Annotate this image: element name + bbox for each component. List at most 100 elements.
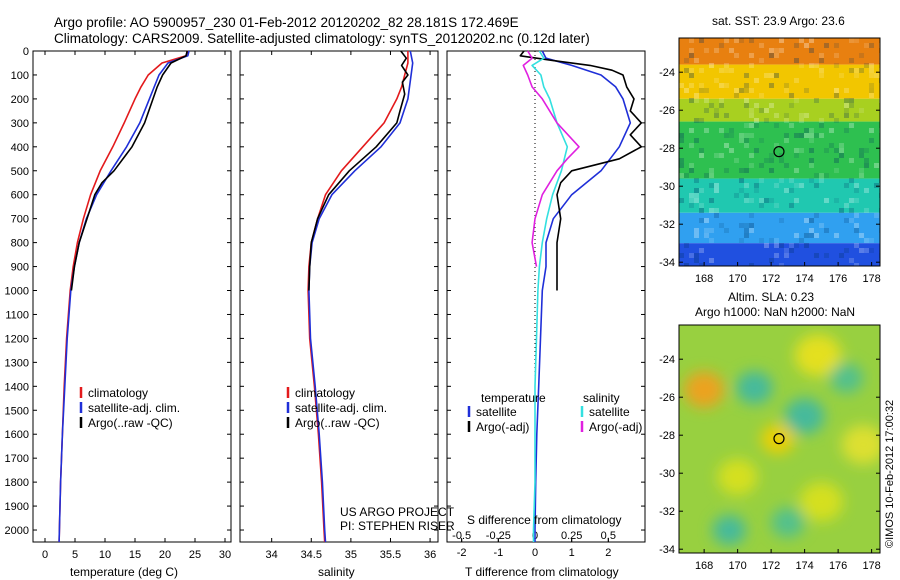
legend-entry: Argo(-adj) [589, 420, 642, 434]
sst-texture [854, 38, 859, 43]
sst-texture [719, 83, 724, 88]
y-tick-label: 300 [11, 118, 29, 130]
sst-texture [849, 178, 854, 183]
map-y-tick-label: -28 [659, 430, 675, 442]
series-line [308, 50, 409, 291]
sst-texture [679, 253, 684, 258]
y-tick-label: 600 [11, 190, 29, 202]
y-tick-label: 1200 [5, 333, 29, 345]
sst-texture [859, 173, 864, 178]
y-tick-label: 1900 [5, 501, 29, 513]
sst-texture [699, 38, 704, 43]
sst-texture [854, 73, 859, 78]
sst-texture [874, 213, 879, 218]
sst-texture [689, 48, 694, 53]
sst-texture [864, 63, 869, 68]
sst-texture [814, 173, 819, 178]
sst-texture [769, 158, 774, 163]
sst-texture [799, 113, 804, 118]
sla-blob [799, 482, 844, 522]
sst-texture [769, 73, 774, 78]
sst-texture [774, 53, 779, 58]
sst-texture [764, 108, 769, 113]
sst-texture [789, 178, 794, 183]
sst-texture [819, 173, 824, 178]
sst-texture [794, 243, 799, 248]
x-tick-label: 1 [569, 547, 575, 559]
y-tick-label: 700 [11, 214, 29, 226]
sst-texture [744, 133, 749, 138]
map-y-tick-label: -26 [659, 105, 675, 117]
sla-blob [794, 334, 842, 377]
sst-texture [799, 63, 804, 68]
sst-texture [754, 103, 759, 108]
sst-texture [774, 113, 779, 118]
sst-texture [804, 113, 809, 118]
sst-texture [849, 58, 854, 63]
sst-texture [704, 128, 709, 133]
y-tick-label: 500 [11, 166, 29, 178]
sst-band [679, 64, 880, 99]
sst-texture [694, 193, 699, 198]
sst-texture [814, 253, 819, 258]
sst-texture [689, 53, 694, 58]
sst-texture [844, 98, 849, 103]
sst-texture [789, 243, 794, 248]
sst-texture [759, 43, 764, 48]
sst-texture [849, 123, 854, 128]
sst-texture [709, 63, 714, 68]
map-field [679, 325, 880, 553]
sst-texture [809, 163, 814, 168]
sst-texture [839, 73, 844, 78]
sst-texture [794, 183, 799, 188]
sst-texture [814, 63, 819, 68]
sst-texture [704, 98, 709, 103]
sst-texture [744, 138, 749, 143]
sst-texture [869, 88, 874, 93]
series-line [531, 50, 569, 542]
sst-band [679, 98, 880, 122]
sst-texture [849, 103, 854, 108]
sst-texture [809, 158, 814, 163]
sst-texture [819, 133, 824, 138]
sst-texture [749, 223, 754, 228]
y-tick-label: 400 [11, 142, 29, 154]
sst-texture [834, 93, 839, 98]
sst-texture [769, 238, 774, 243]
sst-texture [834, 53, 839, 58]
sst-texture [749, 198, 754, 203]
sst-texture [784, 188, 789, 193]
map-y-tick-label: -26 [659, 392, 675, 404]
sst-texture [689, 203, 694, 208]
sst-texture [779, 48, 784, 53]
sst-texture [709, 258, 714, 263]
sst-texture [799, 148, 804, 153]
sst-texture [784, 138, 789, 143]
sst-texture [724, 63, 729, 68]
sst-texture [694, 188, 699, 193]
y-tick-label: 100 [11, 70, 29, 82]
map-x-tick-label: 176 [829, 560, 847, 572]
plot-frame [446, 50, 646, 543]
sst-texture [869, 248, 874, 253]
sst-texture [844, 203, 849, 208]
sst-texture [834, 168, 839, 173]
sst-texture [749, 263, 754, 266]
legend-header: temperature [481, 391, 546, 405]
map-x-tick-label: 174 [795, 560, 813, 572]
sst-texture [694, 58, 699, 63]
sst-texture [849, 258, 854, 263]
sst-texture [854, 228, 859, 233]
sst-texture [709, 228, 714, 233]
x-tick-label-s: 0.25 [561, 530, 582, 542]
sst-texture [779, 38, 784, 43]
y-tick-label: 1500 [5, 405, 29, 417]
sst-texture [849, 68, 854, 73]
sst-texture [869, 43, 874, 48]
sst-texture [794, 233, 799, 238]
sst-texture [759, 238, 764, 243]
sst-texture [799, 183, 804, 188]
sst-texture [784, 113, 789, 118]
map-x-tick-label: 172 [762, 560, 780, 572]
sst-band [679, 38, 880, 65]
